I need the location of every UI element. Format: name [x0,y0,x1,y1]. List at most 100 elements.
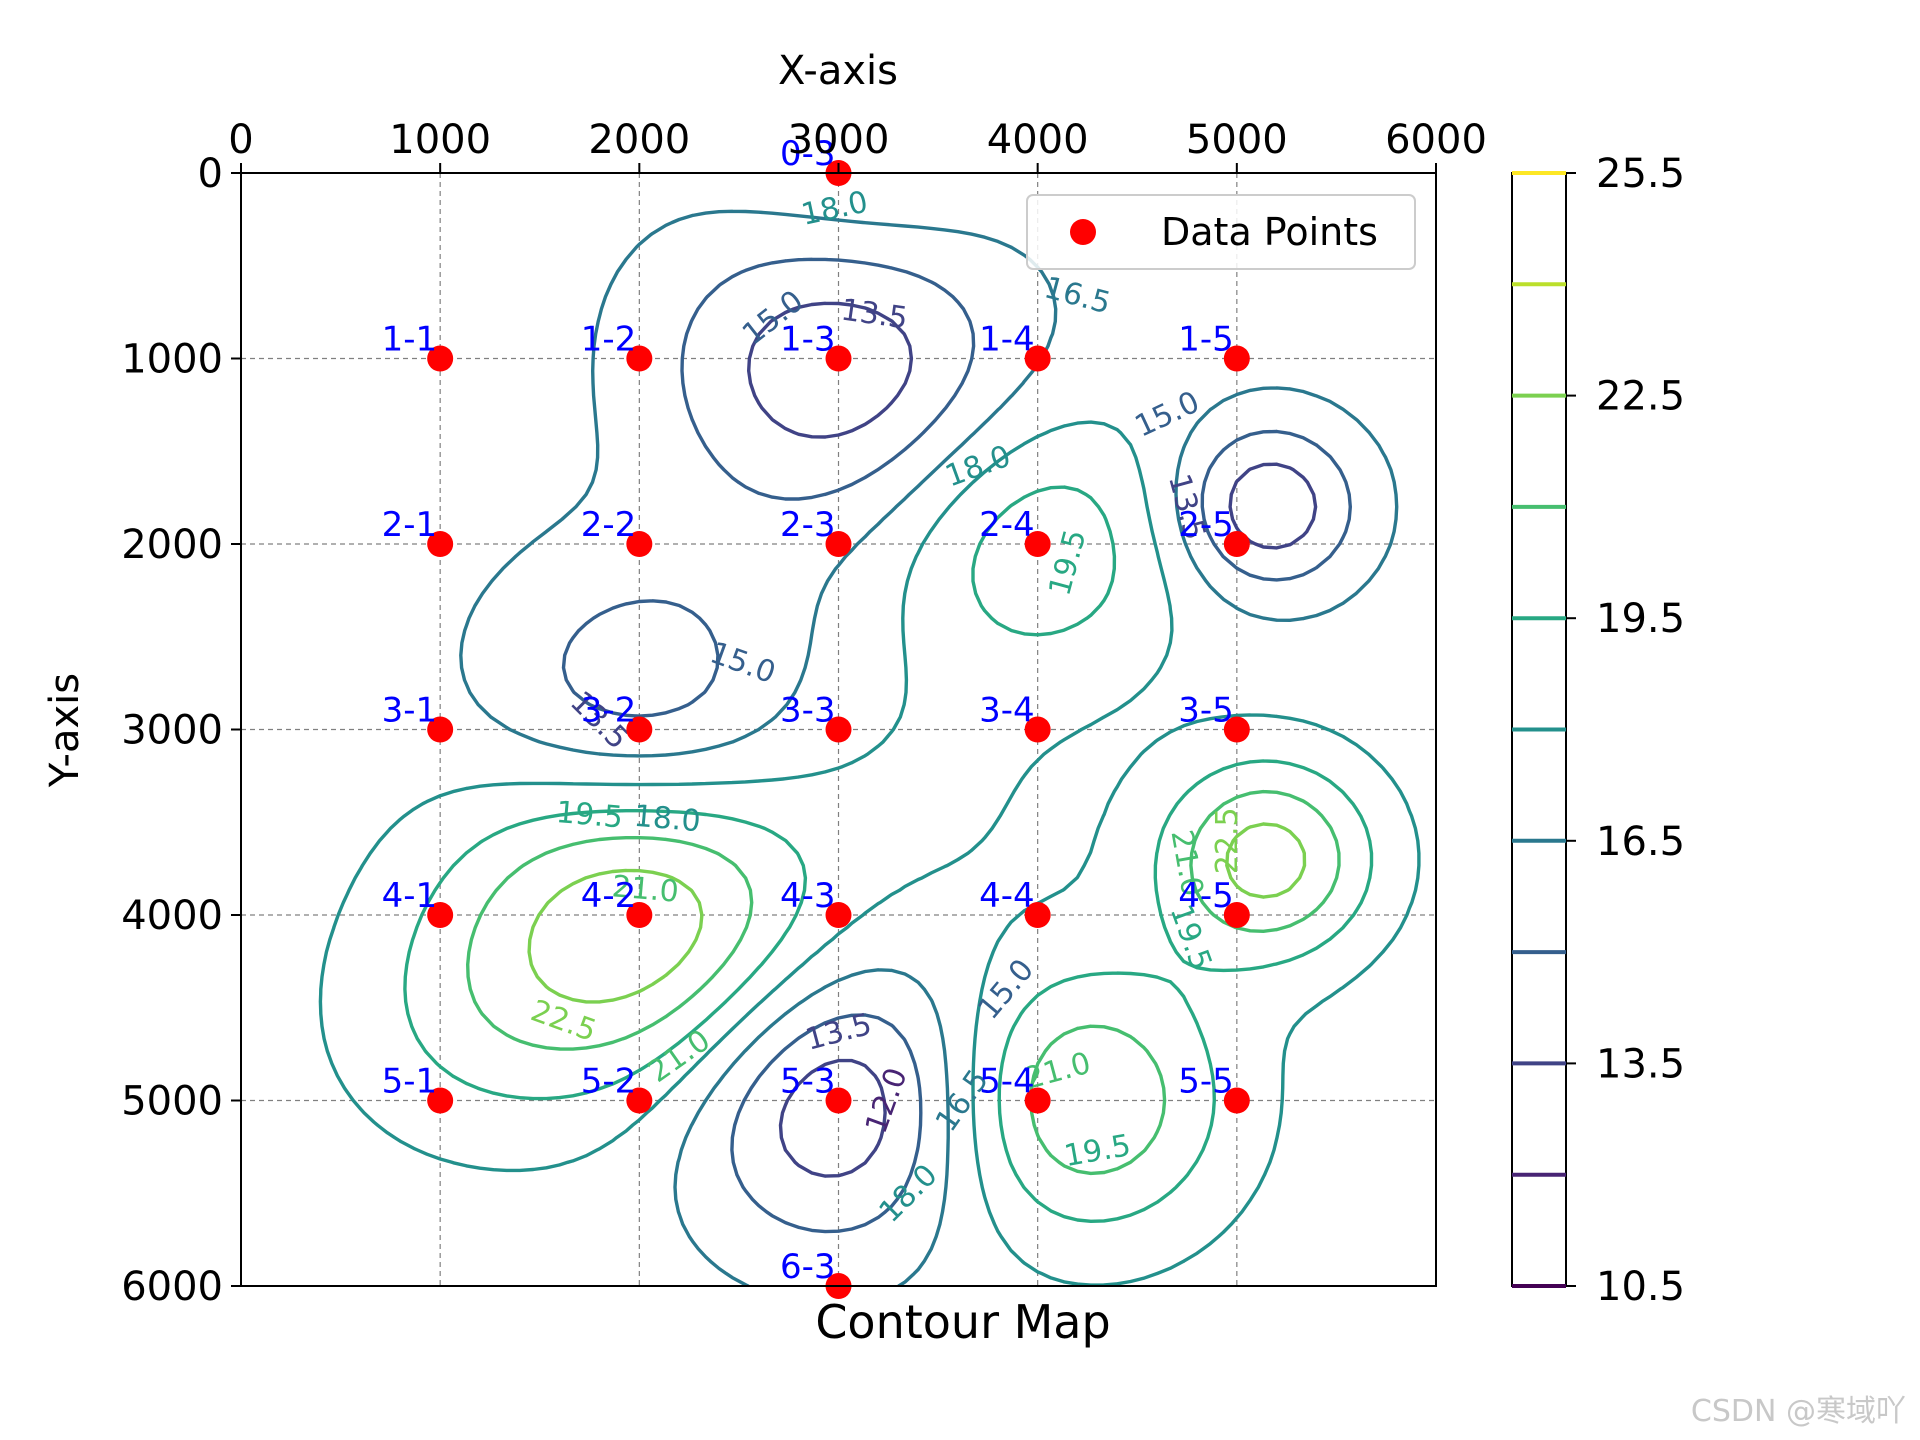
x-tick-label: 3000 [788,117,890,163]
data-point-label: 2-4 [979,505,1035,545]
data-point-3-5 [1223,716,1250,743]
x-tick-label: 4000 [987,117,1089,163]
colorbar-ticks: 10.5 13.5 16.5 19.5 22.5 25.5 [1566,151,1685,1310]
data-point-2-4 [1024,531,1051,557]
contour-level-label: 18.0 [632,799,702,840]
x-tick-label: 1000 [389,117,491,163]
contour-lines [318,209,1421,1286]
data-point-label: 6-3 [780,1247,836,1287]
x-tick-label: 2000 [588,117,690,163]
contour-level-label: 16.5 [1041,270,1115,321]
data-point-label: 3-4 [979,691,1035,731]
data-point-label: 2-3 [780,505,836,545]
contour-line-18 [318,420,1421,1286]
y-tick-label: 3000 [121,708,223,754]
colorbar-tick-label: 13.5 [1596,1041,1685,1087]
x-tick-label: 6000 [1385,117,1487,163]
contour-level-label: 13.5 [839,292,910,336]
data-point-4-1 [427,902,454,928]
colorbar: 10.5 13.5 16.5 19.5 22.5 25.5 [1511,151,1685,1310]
data-point-4-2 [626,902,653,928]
colorbar-tick-label: 22.5 [1596,374,1685,420]
contour-level-label: 15.0 [1130,385,1205,445]
data-point-1-5 [1223,345,1250,372]
data-point-label: 3-5 [1178,691,1234,731]
contour-level-labels: 18.013.515.0 16.515.018.013.519.515.013.5… [526,185,1245,1230]
contour-line-22-5 [527,822,1307,1004]
data-point-5-2 [626,1087,653,1114]
colorbar-tick-label: 10.5 [1596,1264,1685,1310]
y-tick-label: 1000 [121,337,223,383]
y-tick-label: 6000 [121,1264,223,1310]
data-point-2-1 [427,531,454,557]
legend-box [1026,194,1416,270]
colorbar-tick-label: 25.5 [1596,151,1685,197]
colorbar-level-lines [1512,171,1566,1288]
data-point-label: 0-3 [780,134,836,174]
data-point-label: 2-5 [1178,505,1234,545]
axis-ticks: 0 1000 2000 3000 4000 5000 6000 0 1000 2000 3000 40… [121,117,1487,1310]
data-point-4-4 [1024,902,1051,928]
data-point-label: 3-3 [780,691,836,731]
data-point-1-2 [626,345,653,372]
data-point-label: 5-1 [382,1062,438,1102]
data-point-label: 1-2 [581,320,637,360]
contour-level-label: 12.0 [859,1063,915,1138]
data-point-label: 1-1 [382,320,438,360]
chart-caption: Contour Map [815,1295,1110,1349]
data-point-2-5 [1223,531,1250,557]
y-tick-label: 4000 [121,893,223,939]
y-tick-label: 5000 [121,1079,223,1125]
contour-level-label: 18.0 [941,439,1016,495]
contour-line-16-5 [459,209,1399,1286]
y-tick-label: 2000 [121,522,223,568]
contour-level-label: 13.5 [802,1007,876,1058]
data-point-5-1 [427,1087,454,1114]
data-point-label: 4-2 [581,876,637,916]
data-point-3-3 [825,716,852,743]
legend-marker [1070,219,1096,245]
data-point-label: 3-2 [581,691,637,731]
contour-line-21 [466,789,1341,1176]
contour-line-13-5 [747,301,1318,1178]
legend: Data Points [1026,194,1416,270]
data-point-label: 4-4 [979,876,1035,916]
data-point-1-1 [427,345,454,372]
legend-label: Data Points [1161,210,1378,254]
contour-level-label: 15.0 [705,635,780,691]
data-point-label: 5-5 [1178,1062,1234,1102]
data-point-2-3 [825,531,852,557]
x-tick-label: 5000 [1186,117,1288,163]
data-point-5-4 [1024,1087,1051,1114]
data-points: 0-3 1-1 1-2 1-3 1-4 1-5 2-1 2-2 2-3 2-4 2-5 3-1 3-2 3… [382,134,1250,1299]
data-point-1-3 [825,345,852,372]
contour-level-label: 18.0 [873,1158,945,1230]
contour-level-label: 22.5 [1210,807,1245,874]
data-point-label: 5-3 [780,1062,836,1102]
data-point-5-3 [825,1087,852,1114]
data-point-label: 1-5 [1178,320,1234,360]
data-point-label: 4-3 [780,876,836,916]
data-point-3-4 [1024,716,1051,743]
contour-level-label: 19.5 [555,795,625,836]
colorbar-tick-label: 16.5 [1596,819,1685,865]
data-point-label: 4-5 [1178,876,1234,916]
contour-level-label: 21.0 [610,869,680,910]
data-point-2-2 [626,531,653,557]
colorbar-tick-label: 19.5 [1596,596,1685,642]
data-point-4-3 [825,902,852,928]
y-tick-label: 0 [198,151,223,197]
data-point-label: 1-3 [780,320,836,360]
data-point-label: 3-1 [382,691,438,731]
data-point-label: 2-1 [382,505,438,545]
data-point-4-5 [1223,902,1250,928]
data-point-3-1 [427,716,454,743]
data-point-1-4 [1024,345,1051,372]
watermark: CSDN @寒域吖 [1690,1394,1906,1429]
contour-level-label: 18.0 [798,185,871,233]
y-axis-title: Y-axis [42,673,88,788]
x-axis-title: X-axis [778,48,898,94]
contour-level-label: 19.5 [1042,526,1093,600]
x-tick-label: 0 [228,117,253,163]
